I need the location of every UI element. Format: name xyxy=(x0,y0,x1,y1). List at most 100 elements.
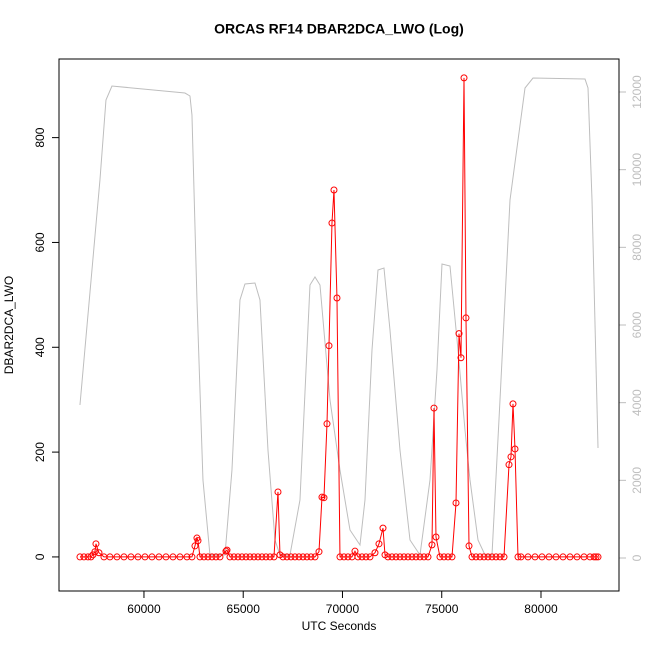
point xyxy=(270,553,278,561)
point xyxy=(538,553,546,561)
point xyxy=(95,549,103,557)
point xyxy=(468,553,476,561)
point xyxy=(266,553,274,561)
point xyxy=(496,553,504,561)
point xyxy=(299,553,307,561)
point xyxy=(141,553,149,561)
point xyxy=(176,553,184,561)
point xyxy=(524,553,532,561)
y-tick-label: 600 xyxy=(33,232,47,252)
point xyxy=(340,553,348,561)
y2-tick-label: 12000 xyxy=(630,75,644,109)
point xyxy=(291,553,299,561)
point xyxy=(448,553,456,561)
point xyxy=(457,354,465,362)
point xyxy=(188,553,196,561)
point xyxy=(191,542,199,550)
point xyxy=(76,553,84,561)
point xyxy=(424,553,432,561)
point xyxy=(242,553,250,561)
y-tick-label: 800 xyxy=(33,127,47,147)
y2-tick-label: 0 xyxy=(630,554,644,561)
point xyxy=(320,494,328,502)
point xyxy=(432,533,440,541)
point xyxy=(484,553,492,561)
point xyxy=(307,553,315,561)
y2-tick-label: 8000 xyxy=(630,234,644,261)
point xyxy=(573,553,581,561)
point xyxy=(274,488,282,496)
point xyxy=(371,549,379,557)
point xyxy=(246,553,254,561)
point xyxy=(333,294,341,302)
point xyxy=(323,420,331,428)
point xyxy=(113,553,121,561)
y-axis-label: DBAR2DCA_LWO xyxy=(2,276,16,374)
point xyxy=(594,553,602,561)
point xyxy=(127,553,135,561)
x-tick-label: 75000 xyxy=(425,602,459,616)
point xyxy=(460,74,468,82)
point xyxy=(366,553,374,561)
point xyxy=(254,553,262,561)
point xyxy=(295,553,303,561)
point xyxy=(545,553,553,561)
point xyxy=(566,553,574,561)
point xyxy=(148,553,156,561)
point xyxy=(444,553,452,561)
point xyxy=(465,542,473,550)
point xyxy=(120,553,128,561)
x-tick-label: 80000 xyxy=(524,602,558,616)
y2-tick-label: 6000 xyxy=(630,311,644,338)
point xyxy=(400,553,408,561)
point xyxy=(500,553,508,561)
x-axis-label: UTC Seconds xyxy=(302,619,377,633)
point xyxy=(325,342,333,350)
point xyxy=(509,400,517,408)
point xyxy=(91,548,99,556)
point xyxy=(392,553,400,561)
point xyxy=(514,553,522,561)
point xyxy=(223,546,231,554)
point xyxy=(396,553,404,561)
point xyxy=(283,553,291,561)
point xyxy=(592,553,600,561)
point xyxy=(430,404,438,412)
point xyxy=(420,553,428,561)
point xyxy=(379,524,387,532)
point xyxy=(559,553,567,561)
point xyxy=(517,553,525,561)
point xyxy=(416,553,424,561)
point xyxy=(511,445,519,453)
point xyxy=(162,553,170,561)
point xyxy=(462,314,470,322)
point xyxy=(480,553,488,561)
point xyxy=(336,553,344,561)
point xyxy=(279,553,287,561)
point xyxy=(440,553,448,561)
y2-tick-label: 2000 xyxy=(630,467,644,494)
point xyxy=(106,553,114,561)
point xyxy=(552,553,560,561)
point xyxy=(358,553,366,561)
x-tick-label: 70000 xyxy=(326,602,360,616)
point xyxy=(492,553,500,561)
point xyxy=(344,553,352,561)
point xyxy=(222,547,230,555)
point xyxy=(194,537,202,545)
point xyxy=(404,553,412,561)
point xyxy=(507,453,515,461)
point xyxy=(436,553,444,561)
point xyxy=(354,553,362,561)
point xyxy=(315,548,323,556)
point xyxy=(238,553,246,561)
chart-title: ORCAS RF14 DBAR2DCA_LWO (Log) xyxy=(214,21,464,37)
point xyxy=(169,553,177,561)
x-tick-label: 60000 xyxy=(127,602,161,616)
plot-frame xyxy=(58,58,620,592)
point xyxy=(155,553,163,561)
point xyxy=(204,553,212,561)
point xyxy=(328,219,336,227)
point xyxy=(87,553,95,561)
